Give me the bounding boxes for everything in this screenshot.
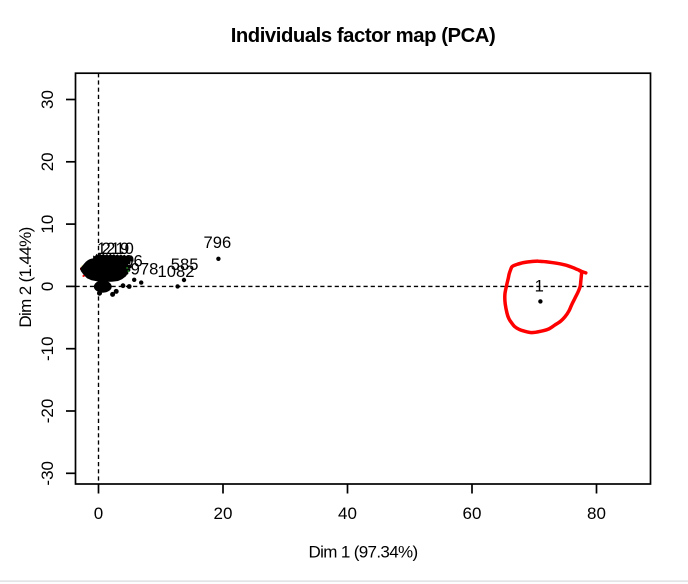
svg-text:-20: -20	[38, 399, 57, 424]
svg-text:-30: -30	[38, 461, 57, 486]
svg-text:796: 796	[204, 233, 232, 252]
svg-text:1: 1	[535, 277, 544, 296]
svg-text:-10: -10	[38, 336, 57, 361]
svg-text:20: 20	[38, 152, 57, 171]
svg-text:Dim 2 (1.44%): Dim 2 (1.44%)	[16, 227, 35, 327]
svg-text:20: 20	[214, 504, 233, 523]
svg-text:1082: 1082	[158, 262, 195, 281]
svg-text:0: 0	[94, 504, 103, 523]
svg-text:30: 30	[38, 90, 57, 109]
svg-text:60: 60	[463, 504, 482, 523]
svg-text:0: 0	[38, 282, 57, 291]
svg-text:80: 80	[587, 504, 606, 523]
svg-text:219: 219	[102, 239, 130, 258]
svg-text:1210: 1210	[97, 239, 134, 258]
svg-text:Individuals factor map (PCA): Individuals factor map (PCA)	[231, 25, 496, 47]
svg-text:585: 585	[171, 255, 199, 274]
svg-text:40: 40	[338, 504, 357, 523]
svg-text:978: 978	[131, 260, 159, 279]
svg-text:Dim 1 (97.34%): Dim 1 (97.34%)	[309, 542, 418, 561]
svg-text:10: 10	[38, 215, 57, 234]
